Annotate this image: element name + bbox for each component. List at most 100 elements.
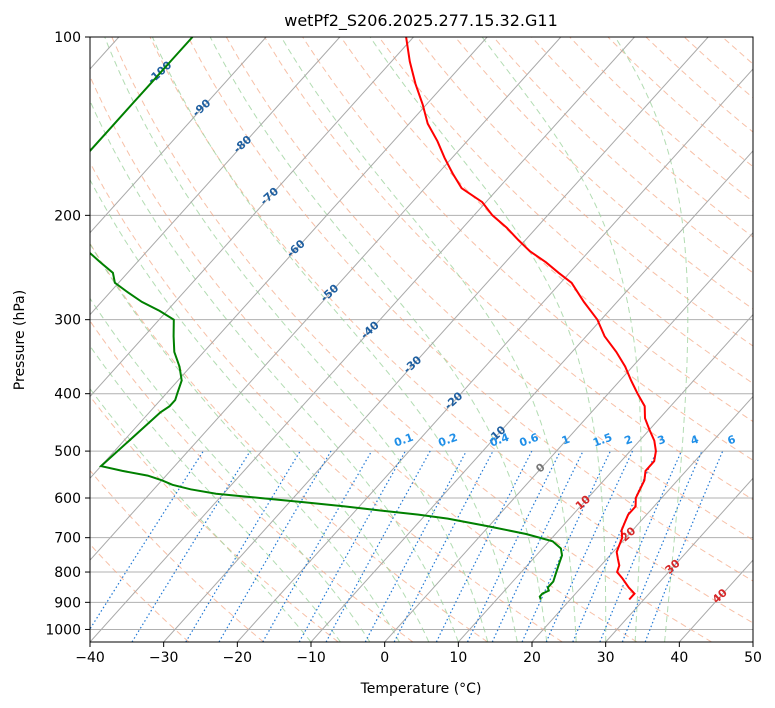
dry-adiabat-line <box>416 37 753 347</box>
moist-adiabat-line <box>90 345 341 642</box>
dry-adiabat-line <box>454 37 753 310</box>
mixing-ratio-labels: 0.10.20.40.611.52346810131620253036 <box>392 431 763 450</box>
moist-adiabat-line <box>151 37 518 642</box>
y-tick-label: 700 <box>54 531 81 547</box>
x-axis-title: Temperature (°C) <box>360 681 482 697</box>
y-tick-label: 400 <box>54 387 81 403</box>
mixing-ratio-label: 1 <box>560 433 572 448</box>
mixing-ratio-line <box>466 450 561 642</box>
mixing-ratio-line <box>298 450 406 642</box>
mixing-ratio-line <box>364 450 467 642</box>
isotherm-line <box>531 395 753 642</box>
mixing-ratio-line <box>90 450 204 631</box>
mixing-ratio-line <box>325 450 431 642</box>
mixing-ratio-line <box>621 450 703 642</box>
dry-adiabat-line <box>90 395 339 642</box>
isotherm-line <box>90 37 488 480</box>
mixing-ratio-label: 0.4 <box>488 431 511 450</box>
mixing-ratio-lines <box>90 450 724 642</box>
dry-adiabats <box>90 37 775 642</box>
dry-adiabat-line <box>90 320 414 642</box>
x-tick-label: 0 <box>380 650 389 666</box>
x-tick-label: 50 <box>744 650 762 666</box>
isotherm-line <box>90 37 635 642</box>
dry-adiabat-line <box>90 161 563 642</box>
mixing-ratio-label: 3 <box>656 433 668 448</box>
mixing-ratio-label: 0.1 <box>392 431 415 450</box>
mixing-ratio-line <box>491 450 584 642</box>
isotherm-line <box>310 150 753 642</box>
moist-adiabat-line <box>90 387 312 642</box>
mixing-ratio-line <box>644 450 724 642</box>
y-tick-label: 100 <box>54 30 81 46</box>
moist-adiabats <box>90 37 689 642</box>
dry-adiabat-line <box>225 37 753 541</box>
x-tick-label: 20 <box>523 650 541 666</box>
isotherm-line <box>90 37 341 316</box>
isotherms <box>90 37 753 642</box>
y-tick-label: 800 <box>54 565 81 581</box>
isotherm-line <box>90 37 562 561</box>
moist-adiabat-line <box>614 37 689 642</box>
mixing-ratio-line <box>185 450 301 642</box>
x-tick-label: −10 <box>296 650 326 666</box>
temperature-profile-line <box>405 37 657 601</box>
dry-adiabat-line <box>761 37 775 642</box>
mixing-ratio-label: 0.6 <box>518 431 541 450</box>
dry-adiabat-line <box>90 242 488 642</box>
y-tick-label: 1000 <box>45 622 81 638</box>
x-tick-label: −30 <box>149 650 179 666</box>
mixing-ratio-label: 4 <box>689 433 701 448</box>
y-axis-title: Pressure (hPa) <box>12 290 28 390</box>
y-tick-label: 600 <box>54 491 81 507</box>
mixing-ratio-line <box>131 450 251 642</box>
x-tick-label: 30 <box>597 650 615 666</box>
mixing-ratio-label: 6 <box>726 433 738 448</box>
mixing-ratio-label: 8 <box>751 433 763 448</box>
y-tick-label: 500 <box>54 444 81 460</box>
isotherm-line <box>236 68 753 642</box>
moist-adiabat-line <box>90 242 400 642</box>
moist-adiabat-line <box>209 37 548 642</box>
mixing-ratio-line <box>545 450 634 642</box>
dry-adiabat-line <box>90 543 190 642</box>
isotherm-line <box>163 37 709 642</box>
dewpoint-profile-line <box>90 37 564 600</box>
mixing-ratio-line <box>435 450 533 642</box>
mixing-ratio-line <box>262 450 373 642</box>
dry-adiabat-line <box>149 37 753 624</box>
dry-adiabat-line <box>645 37 753 133</box>
moist-adiabat-line <box>280 37 577 642</box>
moist-adiabat-line <box>90 297 371 642</box>
isotherm-line <box>605 477 753 642</box>
moist-adiabat-line <box>369 37 607 642</box>
x-tick-label: 40 <box>670 650 688 666</box>
isotherm-line <box>90 37 267 234</box>
isotherm-line <box>678 559 753 642</box>
dry-adiabat-line <box>378 37 753 385</box>
moist-adiabat-line <box>90 99 459 642</box>
y-tick-label: 900 <box>54 595 81 611</box>
dry-adiabat-line <box>683 37 753 99</box>
isotherm-line <box>384 231 753 642</box>
x-tick-label: 10 <box>449 650 467 666</box>
mixing-ratio-line <box>599 450 682 642</box>
x-tick-label: −40 <box>75 650 105 666</box>
dry-adiabat-line <box>90 469 264 642</box>
plot-area: -100-90-80-70-60-50-40-30-20-10010203040… <box>90 37 775 642</box>
y-tick-label: 200 <box>54 208 81 224</box>
dry-adiabat-line <box>607 37 753 168</box>
y-tick-label: 300 <box>54 313 81 329</box>
x-axis-ticks: −40 −30 −20 −10 0 10 20 30 40 50 <box>75 642 762 666</box>
mixing-ratio-label: 1.5 <box>591 431 614 450</box>
plot-frame <box>89 36 754 643</box>
mixing-ratio-label: 0.2 <box>437 431 460 450</box>
x-tick-label: −20 <box>223 650 253 666</box>
chart-title: wetPf2_S206.2025.277.15.32.G11 <box>284 11 558 31</box>
isotherm-line <box>90 37 414 398</box>
dry-adiabat-line <box>531 37 753 238</box>
pressure-gridlines <box>90 37 753 630</box>
moist-adiabat-line <box>104 37 489 642</box>
isotherm-line <box>752 641 753 642</box>
